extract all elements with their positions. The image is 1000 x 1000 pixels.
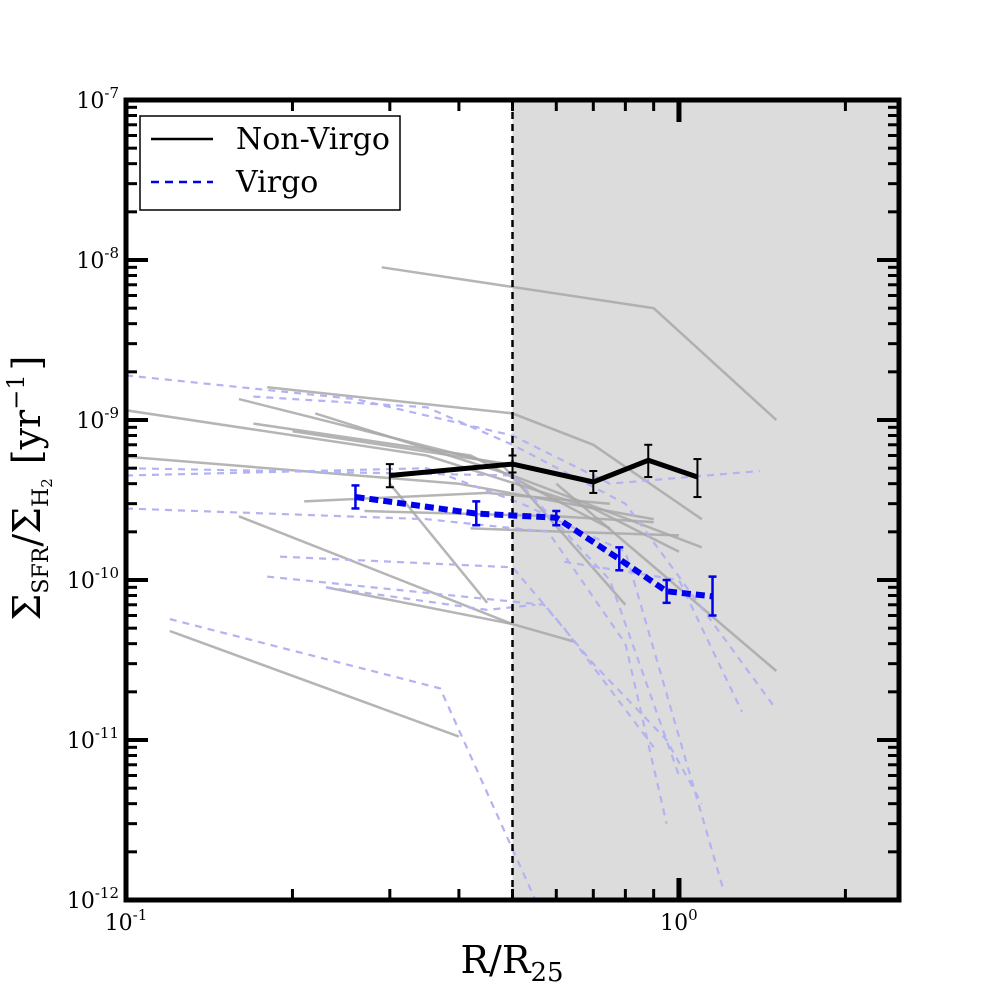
y-tick-label-exp: -11	[95, 724, 119, 742]
non-virgo-track-10	[470, 527, 680, 537]
y-title-unit-close: ]	[5, 356, 49, 371]
virgo-track-6	[267, 575, 703, 805]
non-virgo-track-1	[126, 409, 680, 553]
y-title-sigma2: Σ	[5, 507, 49, 534]
y-tick-label-exp: -7	[104, 84, 119, 102]
non-virgo-track-0	[381, 266, 778, 421]
legend: Non-Virgo Virgo	[139, 115, 401, 211]
legend-label-non-virgo: Non-Virgo	[236, 122, 390, 157]
non-virgo-track-14	[169, 629, 460, 738]
non-virgo-track-2	[267, 386, 703, 521]
virgo-track-3	[126, 467, 724, 888]
y-axis-title: ΣSFR/ΣH2[yr−1]	[2, 356, 56, 621]
virgo-errorbar-1	[472, 500, 481, 527]
x-tick-label-base: 10	[105, 911, 133, 936]
virgo-errorbar-5	[708, 575, 717, 617]
y-title-sub1: SFR	[29, 545, 54, 593]
y-tick-label-base: 10	[67, 729, 95, 754]
y-tick-label: 10-10	[67, 564, 119, 594]
non-virgo-errorbar-0	[385, 463, 394, 489]
non-virgo-errorbar-1	[508, 454, 517, 474]
y-tick-label: 10-8	[76, 244, 119, 274]
x-axis-title-main: R/R	[460, 938, 531, 982]
non-virgo-errorbar-2	[589, 470, 598, 494]
y-tick-label: 10-7	[76, 84, 119, 114]
y-title-sub2: H	[29, 488, 54, 507]
y-tick-label: 10-12	[67, 884, 119, 914]
virgo-track-4	[126, 507, 668, 824]
y-tick-label-exp: -8	[104, 244, 119, 262]
virgo-track-8	[325, 586, 536, 612]
plot-frame	[123, 97, 902, 903]
legend-label-virgo: Virgo	[235, 165, 318, 200]
y-title-unit: [yr	[5, 409, 49, 464]
y-title-sigma1: Σ	[5, 594, 49, 621]
y-tick-label-base: 10	[76, 409, 104, 434]
virgo-errorbar-0	[351, 484, 360, 510]
y-tick-label-base: 10	[67, 889, 95, 914]
virgo-track-7	[169, 618, 537, 900]
virgo-errorbar-3	[615, 546, 624, 572]
y-tick-label-exp: -12	[95, 884, 119, 902]
y-tick-label: 10-9	[76, 404, 119, 434]
virgo-track-9	[564, 560, 743, 713]
virgo-errorbar-2	[552, 509, 561, 527]
x-tick-label-base: 10	[660, 911, 688, 936]
virgo-series-line	[355, 494, 713, 600]
virgo-track-2	[126, 467, 681, 776]
non-virgo-track-8	[304, 491, 611, 505]
non-virgo-track-7	[126, 455, 654, 521]
y-title-unit-exp: −1	[2, 374, 30, 409]
non-virgo-track-12	[238, 515, 513, 626]
x-tick-label: 100	[660, 906, 698, 936]
y-title-sub2b: 2	[38, 478, 56, 488]
non-virgo-errorbar-3	[644, 443, 653, 479]
y-tick-label-exp: -9	[104, 404, 119, 422]
virgo-track-0	[126, 374, 760, 485]
x-axis-title: R/R25	[460, 938, 563, 988]
y-tick-label: 10-11	[67, 724, 119, 754]
y-tick-label-base: 10	[67, 569, 95, 594]
non-virgo-errorbar-4	[693, 458, 702, 499]
y-title-slash: /	[5, 534, 49, 547]
x-tick-label-exp: 0	[688, 906, 698, 924]
non-virgo-track-6	[292, 430, 536, 470]
non-virgo-track-15	[555, 482, 778, 672]
non-virgo-track-13	[325, 586, 576, 644]
y-tick-label-base: 10	[76, 89, 104, 114]
non-virgo-track-5	[253, 422, 611, 530]
y-tick-label-exp: -10	[95, 564, 119, 582]
x-axis-title-sub: 25	[530, 958, 563, 988]
legend-box	[139, 115, 401, 211]
y-tick-label-base: 10	[76, 249, 104, 274]
virgo-errorbar-4	[662, 578, 671, 605]
x-tick-label-exp: -1	[133, 906, 148, 924]
x-tick-label: 10-1	[105, 906, 148, 936]
